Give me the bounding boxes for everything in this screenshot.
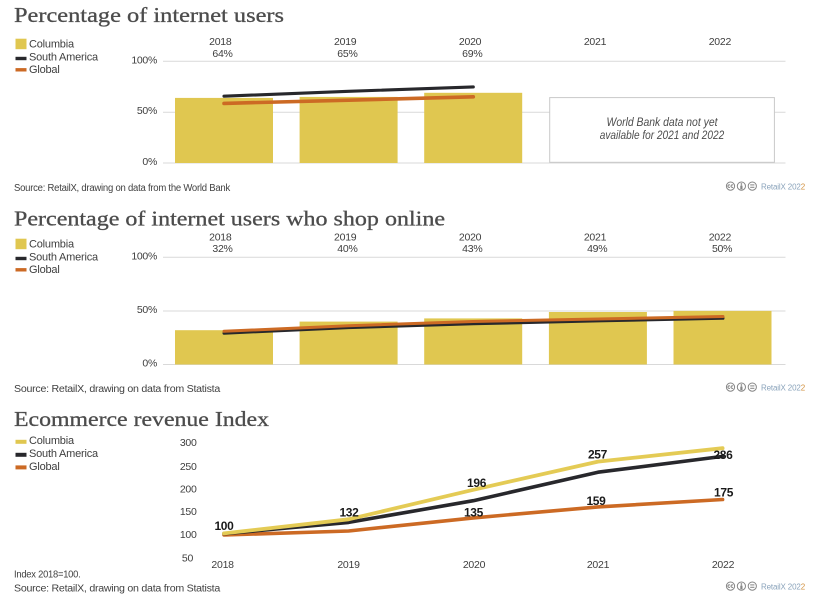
svg-text:2021: 2021 bbox=[587, 559, 610, 571]
svg-text:Percentage of internet users w: Percentage of internet users who shop on… bbox=[14, 207, 445, 231]
svg-text:257: 257 bbox=[588, 447, 608, 461]
svg-text:100: 100 bbox=[214, 519, 234, 533]
svg-text:135: 135 bbox=[464, 506, 484, 520]
svg-text:South America: South America bbox=[29, 251, 99, 263]
svg-text:Source: RetailX, drawing on da: Source: RetailX, drawing on data from St… bbox=[14, 584, 221, 595]
svg-text:50: 50 bbox=[182, 552, 194, 564]
svg-text:200: 200 bbox=[180, 484, 197, 496]
svg-text:100%: 100% bbox=[131, 251, 157, 263]
svg-text:RetailX 2022: RetailX 2022 bbox=[761, 582, 806, 591]
svg-text:0%: 0% bbox=[142, 156, 157, 168]
svg-text:Columbia: Columbia bbox=[29, 38, 75, 50]
svg-text:132: 132 bbox=[339, 505, 359, 519]
svg-text:Source: RetailX, drawing on da: Source: RetailX, drawing on data from St… bbox=[14, 384, 221, 395]
svg-text:100%: 100% bbox=[131, 55, 157, 67]
svg-text:2020: 2020 bbox=[459, 232, 482, 244]
svg-text:Global: Global bbox=[29, 461, 60, 473]
svg-text:150: 150 bbox=[180, 506, 197, 518]
svg-text:286: 286 bbox=[713, 448, 733, 462]
svg-text:Global: Global bbox=[29, 64, 60, 76]
svg-text:250: 250 bbox=[180, 461, 197, 473]
svg-text:RetailX 2022: RetailX 2022 bbox=[761, 383, 806, 392]
svg-text:2020: 2020 bbox=[459, 36, 482, 48]
svg-text:100: 100 bbox=[180, 529, 197, 541]
svg-text:2018: 2018 bbox=[209, 36, 232, 48]
svg-text:2019: 2019 bbox=[337, 559, 360, 571]
svg-text:2022: 2022 bbox=[712, 559, 735, 571]
svg-text:50%: 50% bbox=[137, 304, 157, 316]
svg-text:Columbia: Columbia bbox=[29, 238, 75, 250]
svg-text:2018: 2018 bbox=[211, 559, 234, 571]
svg-text:2020: 2020 bbox=[463, 559, 486, 571]
svg-text:Ecommerce revenue Index: Ecommerce revenue Index bbox=[14, 407, 270, 431]
svg-text:43%: 43% bbox=[462, 243, 482, 255]
svg-text:159: 159 bbox=[586, 494, 606, 508]
svg-text:0%: 0% bbox=[142, 358, 157, 370]
svg-text:Percentage of internet users: Percentage of internet users bbox=[14, 3, 284, 27]
svg-text:South America: South America bbox=[29, 51, 99, 63]
svg-text:2022: 2022 bbox=[709, 36, 732, 48]
svg-text:2018: 2018 bbox=[209, 232, 232, 244]
svg-text:196: 196 bbox=[467, 476, 487, 490]
svg-text:69%: 69% bbox=[462, 48, 482, 60]
svg-text:49%: 49% bbox=[587, 243, 607, 255]
svg-text:50%: 50% bbox=[137, 105, 157, 117]
svg-text:Global: Global bbox=[29, 264, 60, 276]
svg-text:2022: 2022 bbox=[709, 232, 732, 244]
svg-text:40%: 40% bbox=[337, 243, 357, 255]
svg-text:World Bank data not yet: World Bank data not yet bbox=[607, 117, 719, 129]
svg-text:Index 2018=100.: Index 2018=100. bbox=[14, 570, 81, 581]
svg-text:Columbia: Columbia bbox=[29, 435, 75, 447]
svg-text:64%: 64% bbox=[212, 48, 232, 60]
svg-text:available for 2021 and 2022: available for 2021 and 2022 bbox=[600, 130, 725, 142]
svg-text:50%: 50% bbox=[712, 243, 732, 255]
svg-text:2019: 2019 bbox=[334, 36, 357, 48]
svg-text:South America: South America bbox=[29, 448, 99, 460]
svg-text:2021: 2021 bbox=[584, 36, 607, 48]
svg-text:RetailX 2022: RetailX 2022 bbox=[761, 182, 806, 191]
svg-text:2021: 2021 bbox=[584, 232, 607, 244]
svg-text:Source: RetailX, drawing on da: Source: RetailX, drawing on data from th… bbox=[14, 183, 231, 194]
svg-text:300: 300 bbox=[180, 437, 197, 449]
svg-text:175: 175 bbox=[714, 485, 734, 499]
svg-text:2019: 2019 bbox=[334, 232, 357, 244]
svg-text:32%: 32% bbox=[212, 243, 232, 255]
svg-text:65%: 65% bbox=[337, 48, 357, 60]
